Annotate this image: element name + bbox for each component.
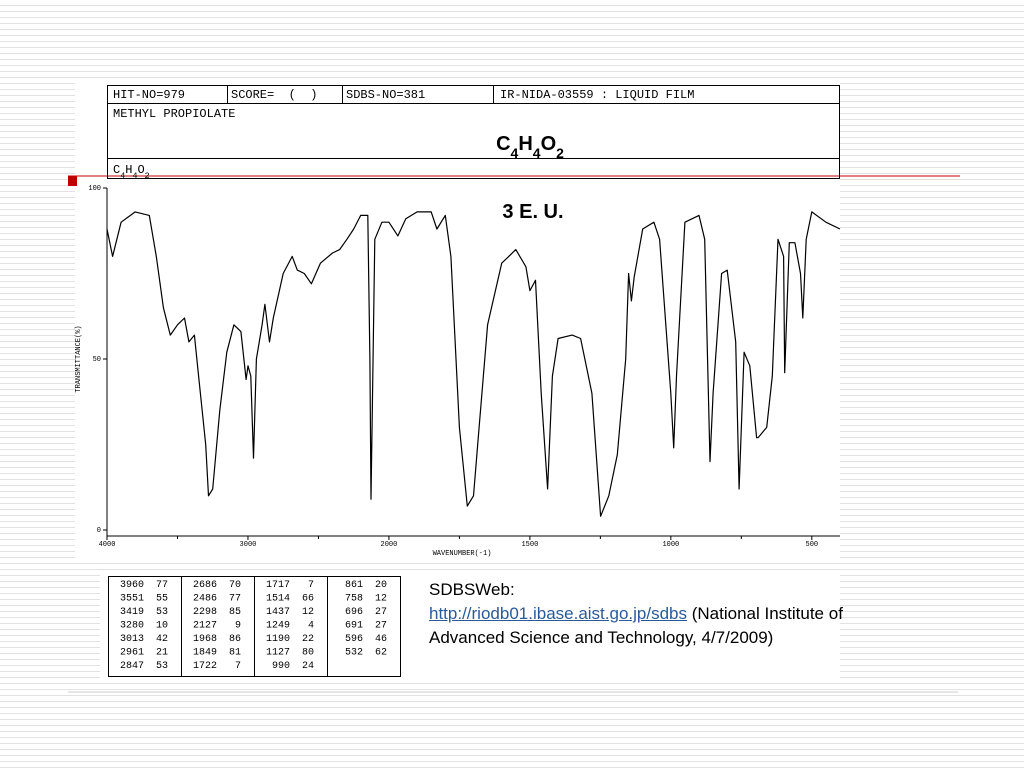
plot: 4000 3000 2000 1500 1000 500 0 50 100	[88, 185, 841, 549]
peak-wavenumber: 1717	[266, 580, 290, 591]
peak-transmittance: 62	[375, 648, 387, 659]
peak-wavenumber: 691	[345, 621, 363, 632]
peak-wavenumber: 532	[345, 648, 363, 659]
x-tick-label: 4000	[99, 541, 116, 549]
peak-wavenumber: 1437	[266, 607, 290, 618]
peak-transmittance: 7	[235, 661, 241, 672]
peak-wavenumber: 2847	[120, 661, 144, 672]
peak-wavenumber: 2298	[193, 607, 217, 618]
peak-transmittance: 46	[375, 634, 387, 645]
compound: METHYL PROPIOLATE	[113, 107, 235, 121]
peak-transmittance: 53	[156, 607, 168, 618]
peak-wavenumber: 2127	[193, 621, 217, 632]
peak-transmittance: 22	[302, 634, 314, 645]
peak-wavenumber: 861	[345, 580, 363, 591]
peak-transmittance: 66	[302, 594, 314, 605]
peak-wavenumber: 3960	[120, 580, 144, 591]
eu: 3 E. U.	[502, 201, 563, 223]
peak-transmittance: 9	[235, 621, 241, 632]
header-formula: C4H4O2	[113, 163, 150, 181]
spectrum	[106, 211, 841, 517]
peak-wavenumber: 1968	[193, 634, 217, 645]
hit-no: HIT-NO=979	[113, 88, 185, 102]
peak-wavenumber: 758	[345, 594, 363, 605]
x-tick-label: 500	[806, 541, 819, 549]
peak-transmittance: 77	[156, 580, 168, 591]
x-axis-label: WAVENUMBER(-1)	[433, 550, 492, 558]
source-link[interactable]: http://riodb01.ibase.aist.go.jp/sdbs	[429, 604, 687, 623]
formula: C4H4O2	[496, 133, 564, 161]
peak-wavenumber: 990	[272, 661, 290, 672]
y-tick-label: 100	[88, 185, 101, 193]
scan-bg	[75, 80, 840, 560]
peak-wavenumber: 2686	[193, 580, 217, 591]
peak-transmittance: 42	[156, 634, 168, 645]
peak-wavenumber: 1249	[266, 621, 290, 632]
y-axis-label: TRANSMITTANCE(%)	[75, 325, 83, 392]
peak-transmittance: 81	[229, 648, 241, 659]
peak-transmittance: 7	[308, 580, 314, 591]
peak-transmittance: 12	[375, 594, 387, 605]
peak-wavenumber: 1190	[266, 634, 290, 645]
peak-wavenumber: 1514	[266, 594, 290, 605]
peak-transmittance: 80	[302, 648, 314, 659]
method: IR-NIDA-03559 : LIQUID FILM	[500, 88, 694, 102]
peak-wavenumber: 2961	[120, 648, 144, 659]
peak-wavenumber: 1127	[266, 648, 290, 659]
peak-wavenumber: 3551	[120, 594, 144, 605]
peak-transmittance: 53	[156, 661, 168, 672]
citation: SDBSWeb: http://riodb01.ibase.aist.go.jp/…	[429, 578, 899, 650]
peak-transmittance: 55	[156, 594, 168, 605]
peak-transmittance: 85	[229, 607, 241, 618]
peak-wavenumber: 3419	[120, 607, 144, 618]
peak-transmittance: 27	[375, 621, 387, 632]
x-tick-label: 1000	[662, 541, 679, 549]
header-box	[107, 85, 840, 179]
peak-transmittance: 20	[375, 580, 387, 591]
peak-wavenumber: 696	[345, 607, 363, 618]
x-tick-label: 1500	[521, 541, 538, 549]
peak-transmittance: 86	[229, 634, 241, 645]
y-tick-label: 50	[93, 356, 101, 364]
score: SCORE= ( )	[231, 88, 317, 102]
peak-wavenumber: 3013	[120, 634, 144, 645]
peak-wavenumber: 3280	[120, 621, 144, 632]
y-tick-label: 0	[97, 527, 101, 535]
source: SDBSWeb:	[429, 580, 515, 599]
peak-transmittance: 12	[302, 607, 314, 618]
peak-wavenumber: 596	[345, 634, 363, 645]
x-tick-label: 2000	[381, 541, 398, 549]
x-tick-label: 3000	[240, 541, 257, 549]
sdbs-no: SDBS-NO=381	[346, 88, 425, 102]
peak-wavenumber: 2486	[193, 594, 217, 605]
peak-transmittance: 21	[156, 648, 168, 659]
peak-transmittance: 70	[229, 580, 241, 591]
peak-transmittance: 10	[156, 621, 168, 632]
bullet	[68, 176, 77, 186]
peak-transmittance: 24	[302, 661, 314, 672]
source-note: (National Institute of Advanced Science …	[429, 604, 843, 647]
peak-transmittance: 4	[308, 621, 314, 632]
peak-wavenumber: 1722	[193, 661, 217, 672]
peak-transmittance: 77	[229, 594, 241, 605]
peak-wavenumber: 1849	[193, 648, 217, 659]
peak-transmittance: 27	[375, 607, 387, 618]
